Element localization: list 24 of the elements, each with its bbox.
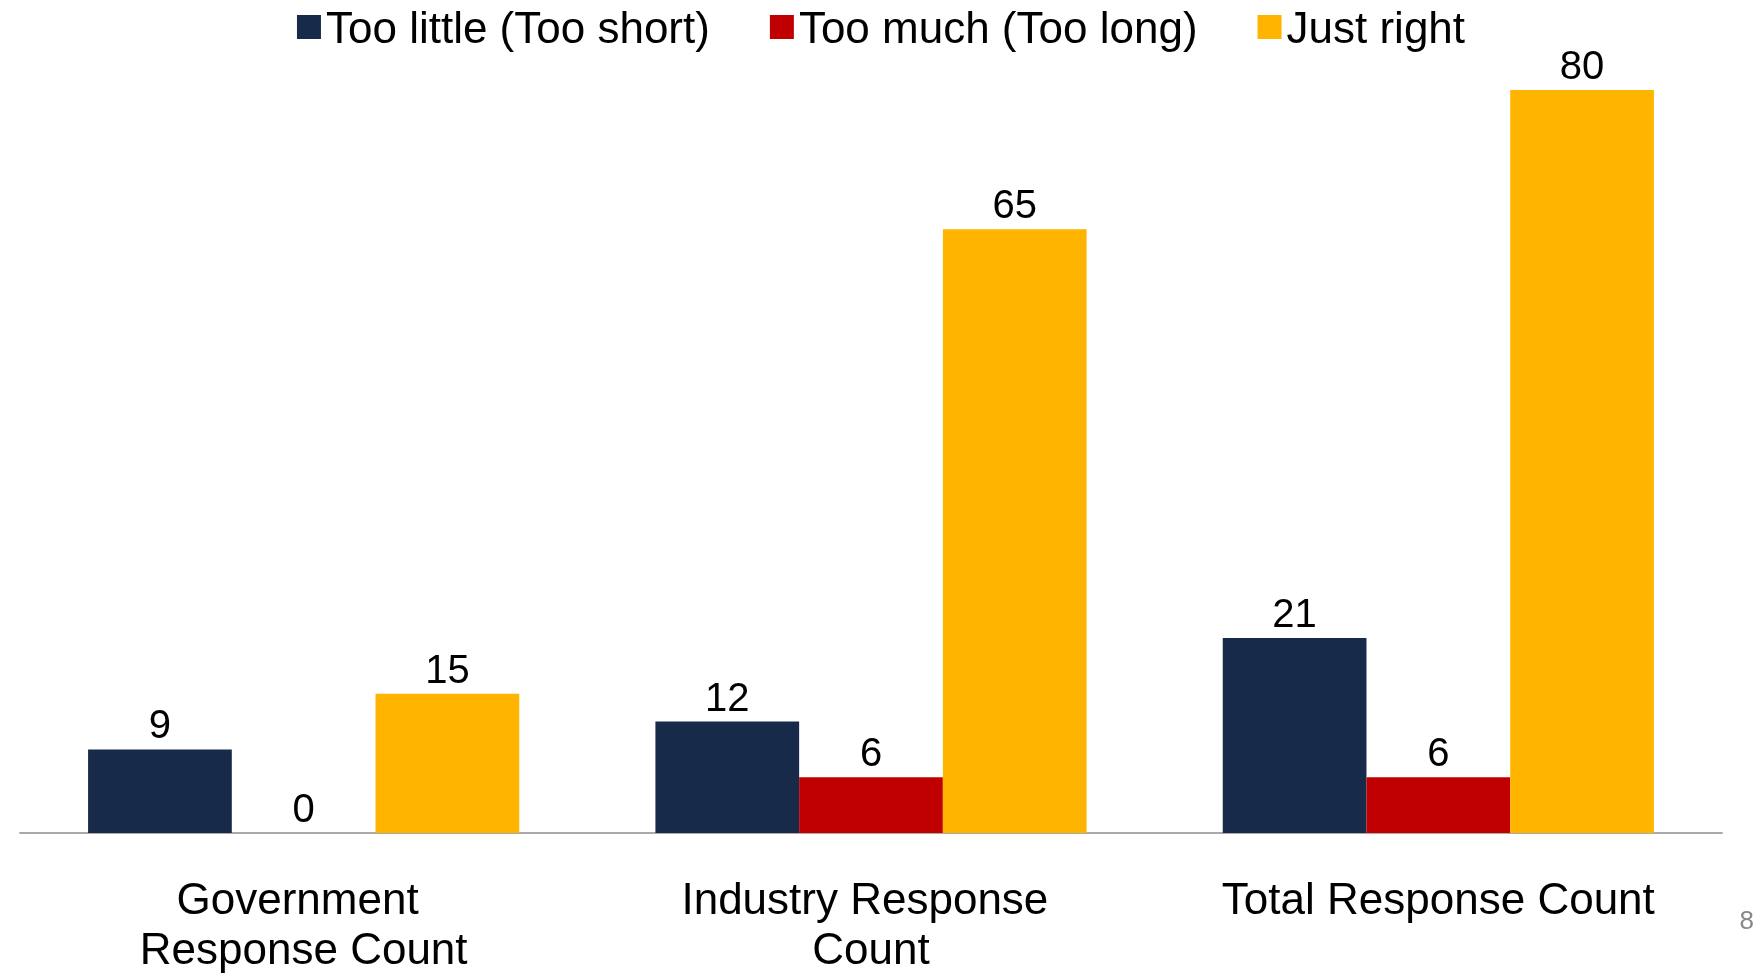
legend-label: Too much (Too long) [798, 2, 1198, 52]
bar [88, 749, 232, 833]
legend-label: Just right [1286, 2, 1466, 52]
bar [375, 693, 520, 833]
x-tick-label: Total Response Count [1221, 873, 1655, 923]
data-label: 9 [148, 702, 172, 747]
bar [1510, 90, 1654, 833]
data-label: 65 [992, 182, 1037, 227]
data-label: 6 [859, 730, 883, 775]
bar [942, 229, 1087, 833]
data-label: 6 [1427, 730, 1450, 775]
x-tick-label: Industry Response Count [681, 873, 1061, 973]
bar [655, 721, 800, 833]
bar [1222, 637, 1367, 833]
data-label: 0 [292, 786, 315, 830]
text: 8 [1739, 905, 1755, 935]
data-label: 21 [1272, 590, 1317, 635]
data-label: 80 [1559, 43, 1605, 87]
data-label: 15 [425, 646, 470, 691]
bar [799, 777, 943, 833]
legend-label: Too little (Too short) [325, 2, 710, 52]
bar [1366, 777, 1511, 833]
data-label: 12 [705, 674, 750, 719]
x-tick-label: Government Response Count [139, 873, 468, 973]
